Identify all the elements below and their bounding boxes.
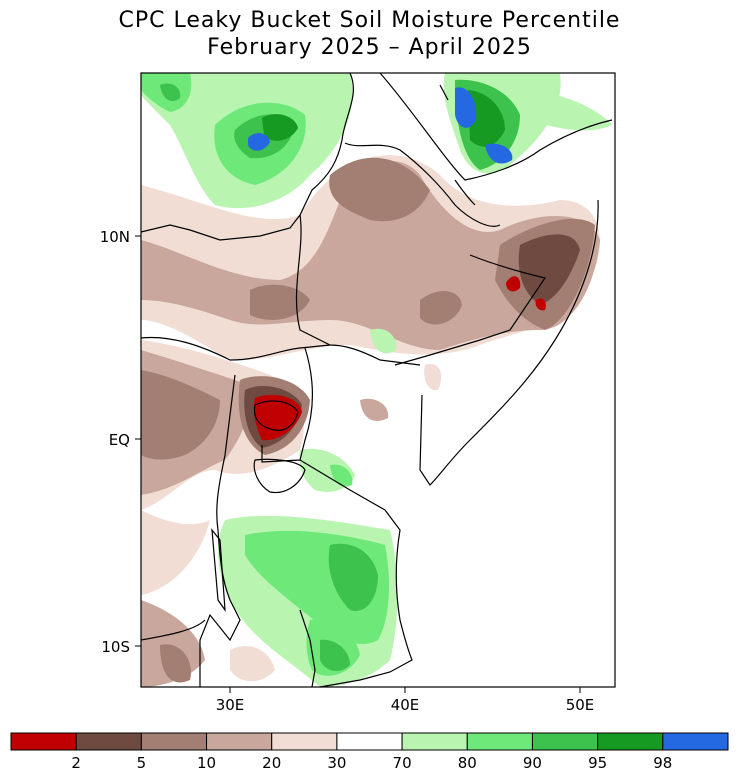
legend-label-8: 95 — [588, 754, 607, 772]
legend-bin-2 — [140, 732, 208, 751]
y-tick-label-10n: 10N — [100, 228, 130, 246]
x-tick-label-50e: 50E — [566, 696, 595, 714]
x-tick-label-40e: 40E — [391, 696, 420, 714]
legend-bin-4 — [271, 732, 338, 751]
legend-label-9: 98 — [653, 754, 672, 772]
legend-label-2: 10 — [197, 754, 216, 772]
legend-colorbar: 2 5 10 20 30 70 80 90 95 98 — [10, 732, 729, 772]
legend-label-5: 70 — [393, 754, 412, 772]
x-tick-label-30e: 30E — [216, 696, 245, 714]
legend-label-6: 80 — [458, 754, 477, 772]
legend-bin-10 — [662, 732, 729, 751]
legend-bin-7 — [466, 732, 533, 751]
legend-bin-1 — [75, 732, 142, 751]
legend-bin-5 — [336, 732, 403, 751]
map-title-line2: February 2025 – April 2025 — [207, 35, 532, 60]
legend-bin-0 — [10, 732, 77, 751]
legend-bin-8 — [531, 732, 599, 751]
y-tick-label-eq: EQ — [109, 431, 130, 449]
legend-label-1: 5 — [137, 754, 147, 772]
country-borders — [140, 72, 613, 688]
y-tick-label-10s: 10S — [101, 638, 130, 656]
legend-bin-3 — [206, 732, 273, 751]
legend-bin-6 — [401, 732, 468, 751]
legend-bin-9 — [597, 732, 664, 751]
tick-marks — [135, 235, 581, 693]
shading-layer — [141, 73, 612, 687]
legend-label-7: 90 — [523, 754, 542, 772]
map-title-line1: CPC Leaky Bucket Soil Moisture Percentil… — [118, 8, 621, 33]
legend-label-0: 2 — [71, 754, 81, 772]
legend-label-4: 30 — [327, 754, 346, 772]
legend-label-3: 20 — [262, 754, 281, 772]
map-frame — [140, 72, 616, 688]
